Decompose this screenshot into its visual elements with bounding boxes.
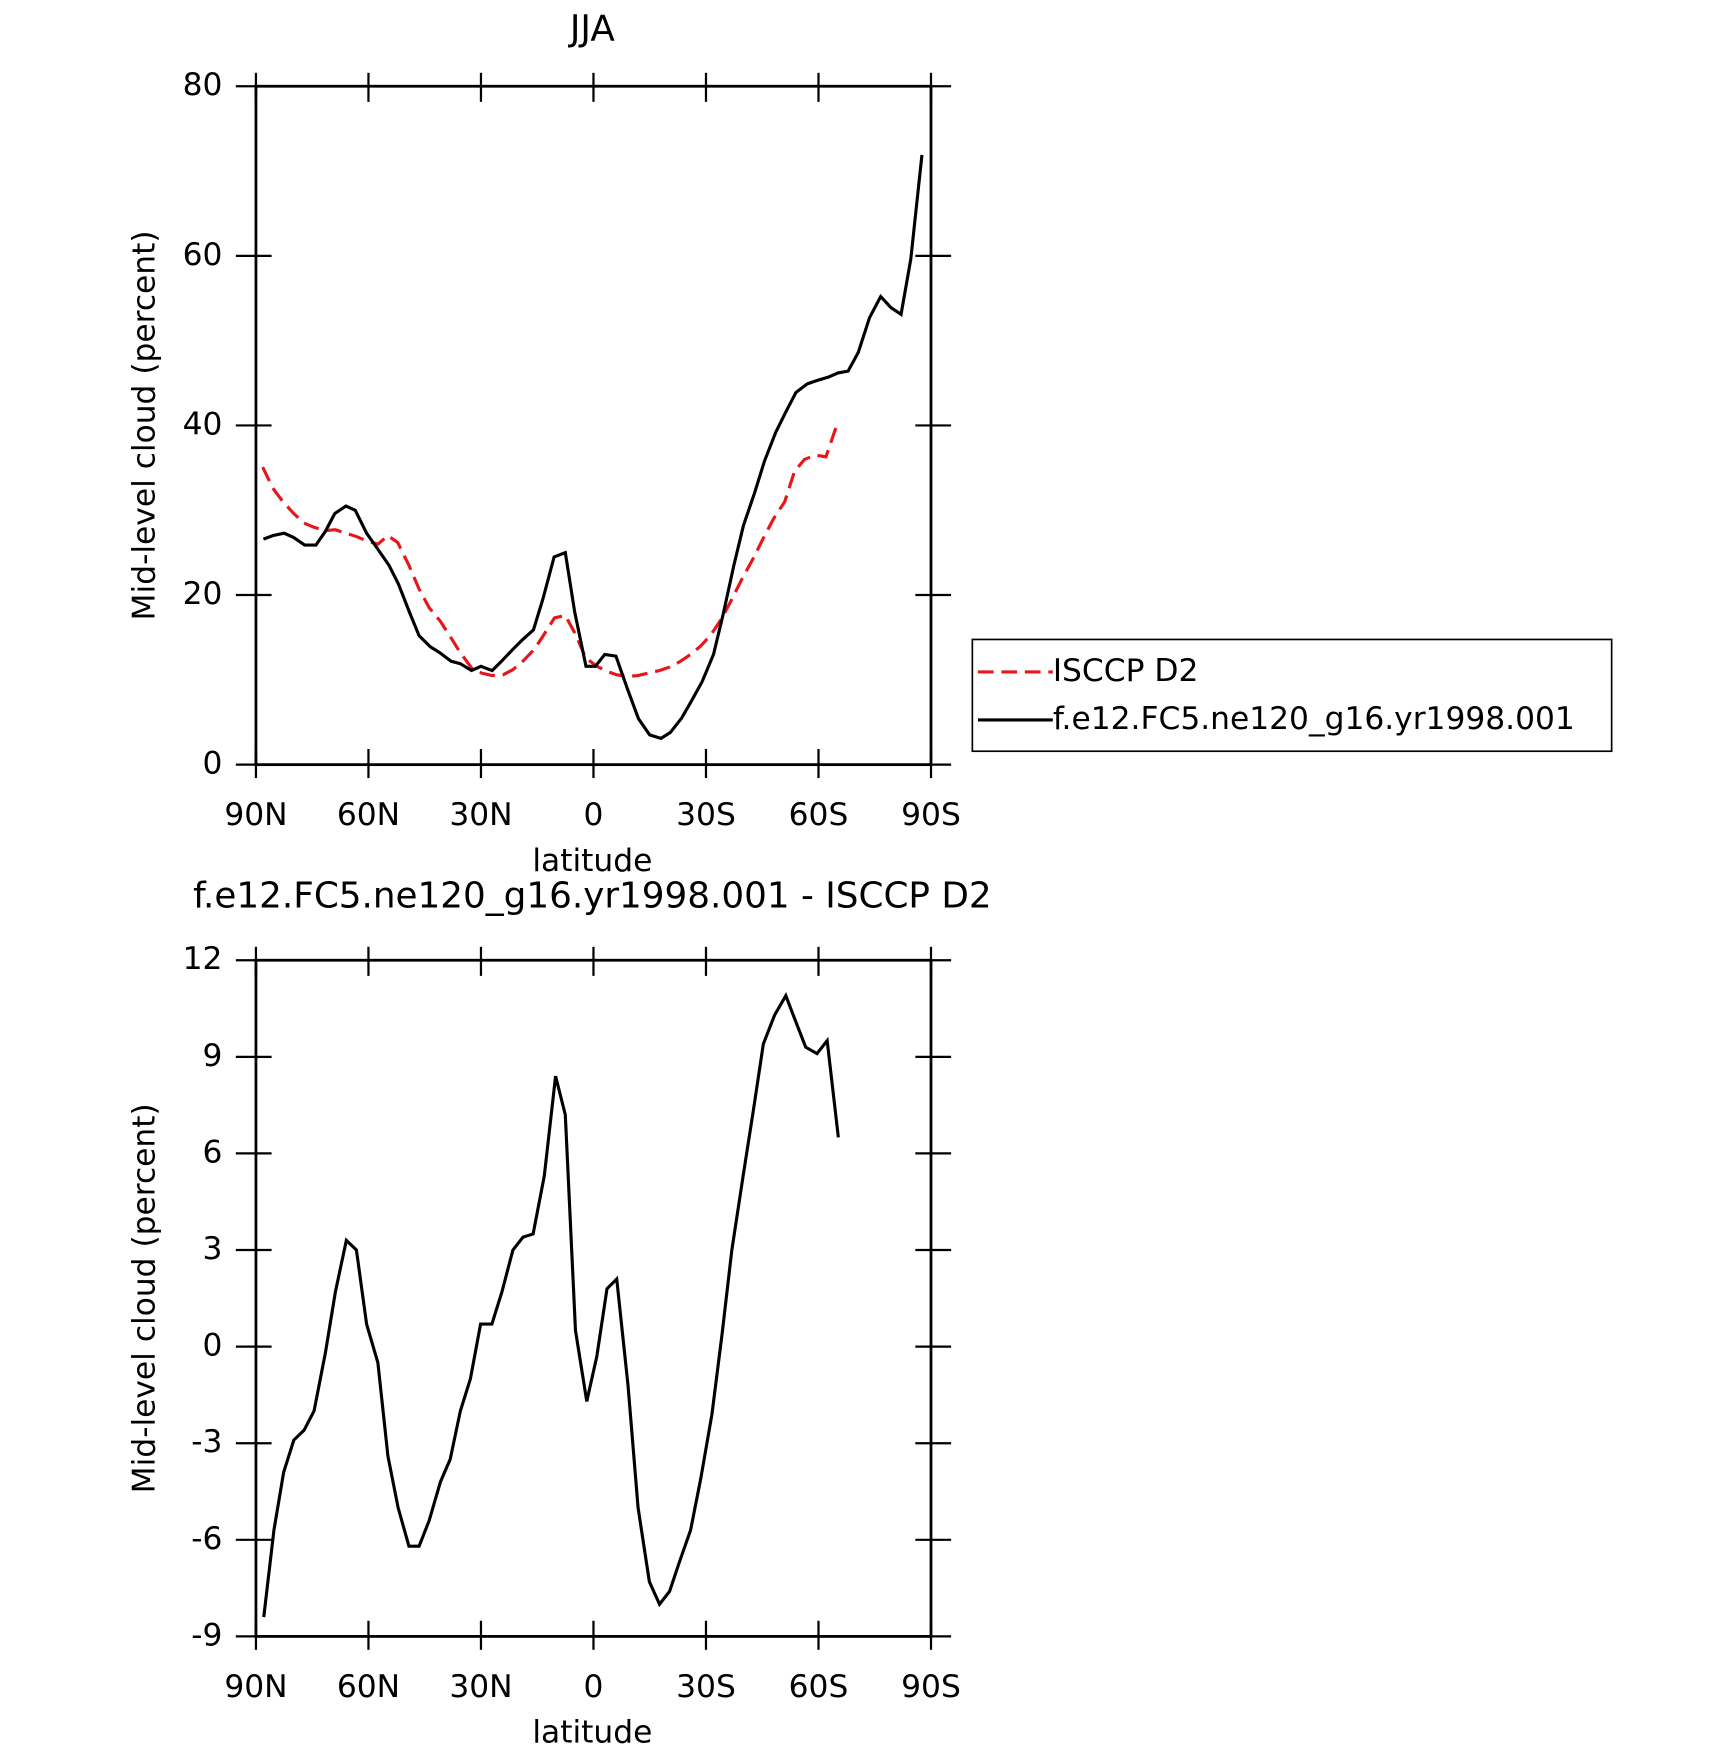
plot-frame: [254, 958, 933, 1638]
y-tick-label: 3: [203, 1231, 223, 1267]
y-tick-label: -9: [191, 1617, 222, 1653]
y-tick-label: 6: [203, 1134, 223, 1170]
y-tick-label: -3: [191, 1424, 222, 1460]
y-tick-label: 0: [203, 746, 223, 782]
x-tick-label: 90N: [224, 797, 287, 833]
data-line: [262, 992, 840, 1618]
chart-title: f.e12.FC5.ne120_g16.yr1998.001 - ISCCP D…: [193, 876, 992, 917]
x-tick-label: 0: [584, 1669, 604, 1705]
y-tick-label: 0: [203, 1328, 223, 1364]
legend-label: f.e12.FC5.ne120_g16.yr1998.001: [1053, 701, 1575, 737]
x-tick-label: 30N: [449, 1669, 512, 1705]
y-tick-label: 60: [183, 237, 223, 273]
x-tick-label: 90N: [224, 1669, 287, 1705]
x-tick-label: 60N: [337, 797, 400, 833]
x-tick-label: 60S: [789, 1669, 849, 1705]
data-line: [262, 154, 924, 741]
y-tick-label: 9: [203, 1038, 223, 1074]
x-tick-label: 90S: [901, 1669, 961, 1705]
x-tick-label: 60N: [337, 1669, 400, 1705]
plot-frame: [254, 84, 933, 767]
x-tick-label: 0: [584, 797, 604, 833]
x-tick-label: 90S: [901, 797, 961, 833]
x-axis-label: latitude: [532, 1715, 652, 1745]
legend-label: ISCCP D2: [1053, 653, 1199, 689]
x-tick-label: 30N: [449, 797, 512, 833]
y-axis-label: Mid-level cloud (percent): [126, 230, 162, 620]
y-tick-label: 40: [183, 406, 223, 442]
x-tick-label: 30S: [676, 1669, 736, 1705]
x-axis-label: latitude: [532, 843, 652, 879]
y-axis-label: Mid-level cloud (percent): [126, 1103, 162, 1493]
y-tick-label: 80: [183, 67, 223, 103]
legend-box: [971, 638, 1613, 753]
x-tick-label: 30S: [676, 797, 736, 833]
y-tick-label: 20: [183, 576, 223, 612]
chart-title: JJA: [568, 8, 615, 49]
data-line: [261, 423, 839, 679]
y-tick-label: -6: [191, 1521, 222, 1557]
x-tick-label: 60S: [789, 797, 849, 833]
y-tick-label: 12: [183, 941, 223, 977]
